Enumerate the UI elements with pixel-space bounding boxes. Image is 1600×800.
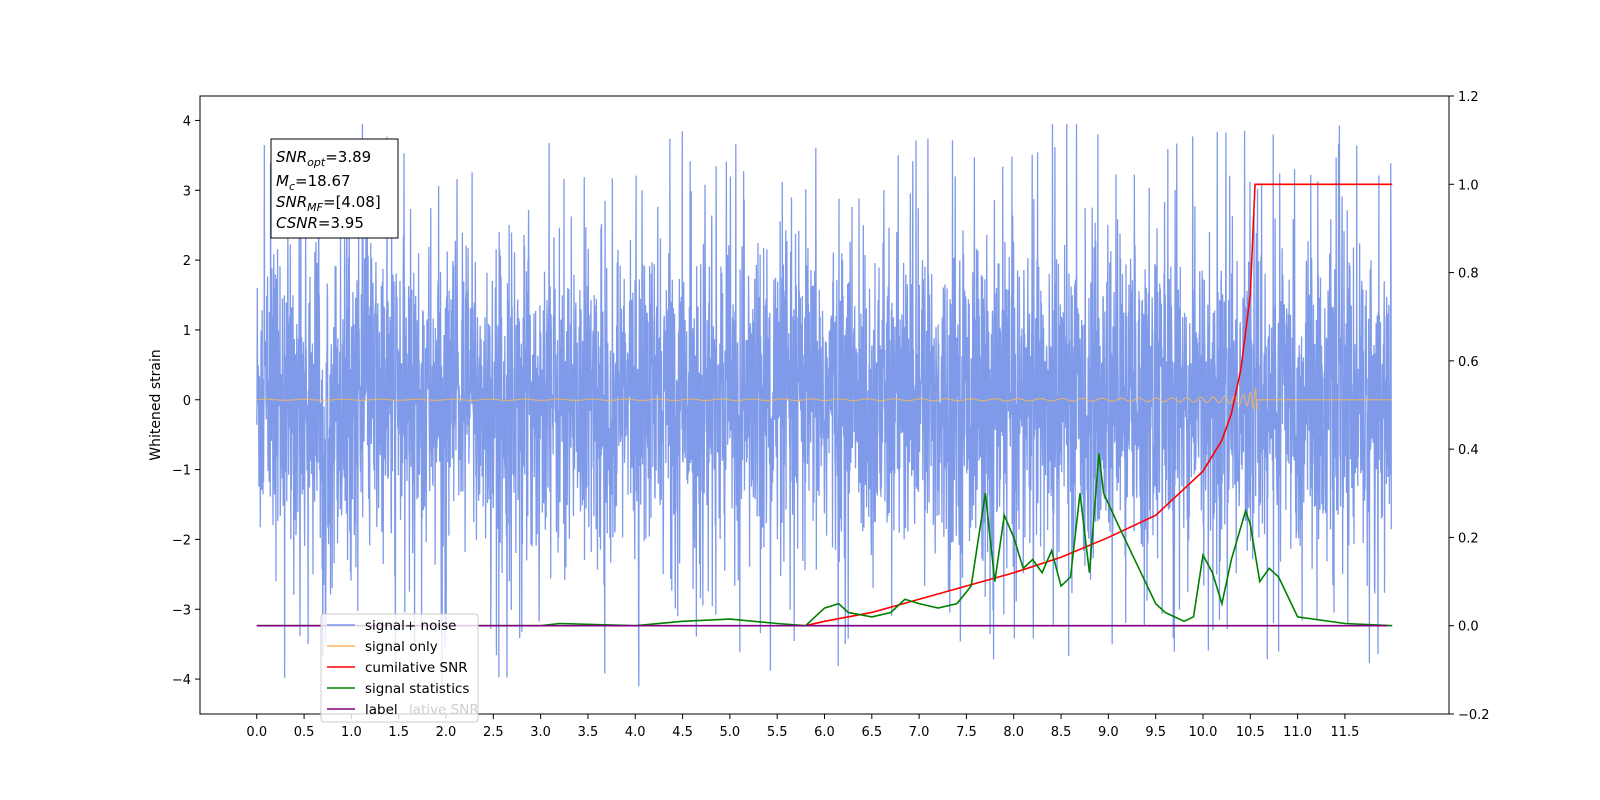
x-tick-label: 6.5 [861, 725, 882, 740]
x-tick-label: 4.0 [625, 725, 646, 740]
y2-tick-label: 1.2 [1458, 90, 1479, 105]
y-tick-label: 2 [183, 254, 191, 269]
x-tick-label: 11.5 [1330, 725, 1359, 740]
x-tick-label: 1.5 [388, 725, 409, 740]
x-tick-label: 8.0 [1003, 725, 1024, 740]
x-tick-label: 4.5 [672, 725, 693, 740]
y2-tick-label: 0.0 [1458, 620, 1479, 635]
legend-label-cumulative-snr: cumilative SNR [365, 660, 468, 676]
snr-mf-text: SNRMF=[4.08] [276, 193, 381, 214]
x-tick-label: 2.5 [483, 725, 504, 740]
y-tick-label: −4 [172, 673, 191, 688]
x-tick-label: 11.0 [1283, 725, 1312, 740]
x-axis: 0.0 0.5 1.0 1.5 2.0 2.5 3.0 3.5 4.0 4.5 5.0 5.5 6.0 6… [246, 714, 1359, 740]
x-tick-label: 1.0 [341, 725, 362, 740]
y2-tick-label: 0.2 [1458, 531, 1479, 546]
y-tick-label: 0 [183, 394, 191, 409]
legend-label-cumulative-snr-faded: lative SNR [409, 702, 479, 718]
y-axis-right: −0.2 0.0 0.2 0.4 0.6 0.8 1.0 1.2 [1449, 90, 1490, 723]
y-axis-label: Whitened strain [148, 349, 164, 460]
x-tick-label: 2.0 [436, 725, 457, 740]
x-tick-label: 5.5 [767, 725, 788, 740]
y-tick-label: 3 [183, 184, 191, 199]
snr-opt-text: SNRopt=3.89 [276, 148, 371, 169]
stats-annotation: SNRopt=3.89 Mc=18.67 SNRMF=[4.08] CSNR=3… [270, 138, 399, 239]
y-tick-label: −3 [172, 603, 191, 618]
y-tick-label: −2 [172, 533, 191, 548]
x-tick-label: 3.0 [530, 725, 551, 740]
legend: signal+ noise signal only cumilative SNR… [320, 613, 479, 723]
x-tick-label: 7.5 [956, 725, 977, 740]
y-axis-left: −4 −3 −2 −1 0 1 2 3 4 [172, 114, 200, 688]
legend-label-signal-only: signal only [365, 639, 438, 655]
y2-tick-label: −0.2 [1458, 708, 1490, 723]
legend-label-label: label [365, 702, 398, 718]
series-cumulative-snr [805, 183, 1393, 627]
y2-tick-label: 1.0 [1458, 178, 1479, 193]
x-tick-label: 7.0 [909, 725, 930, 740]
legend-label-signal-noise: signal+ noise [365, 618, 456, 634]
x-tick-label: 10.0 [1189, 725, 1218, 740]
y-tick-label: 1 [183, 324, 191, 339]
y2-tick-label: 0.4 [1458, 443, 1479, 458]
x-tick-label: 6.0 [814, 725, 835, 740]
y2-tick-label: 0.6 [1458, 355, 1479, 370]
mc-text: Mc=18.67 [276, 172, 351, 193]
csnr-text: CSNR=3.95 [276, 214, 364, 232]
series-signal-only [256, 387, 1392, 411]
x-tick-label: 5.0 [720, 725, 741, 740]
y-tick-label: −1 [172, 464, 191, 479]
x-tick-label: 8.5 [1051, 725, 1072, 740]
x-tick-label: 0.5 [294, 725, 315, 740]
y2-tick-label: 0.8 [1458, 267, 1479, 282]
series-layer [256, 123, 1393, 687]
y-tick-label: 4 [183, 114, 191, 129]
x-tick-label: 3.5 [578, 725, 599, 740]
x-tick-label: 9.5 [1145, 725, 1166, 740]
x-tick-label: 10.5 [1236, 725, 1265, 740]
legend-label-signal-statistics: signal statistics [365, 681, 469, 697]
series-signal-noise [256, 123, 1392, 687]
x-tick-label: 9.0 [1098, 725, 1119, 740]
x-tick-label: 0.0 [246, 725, 267, 740]
